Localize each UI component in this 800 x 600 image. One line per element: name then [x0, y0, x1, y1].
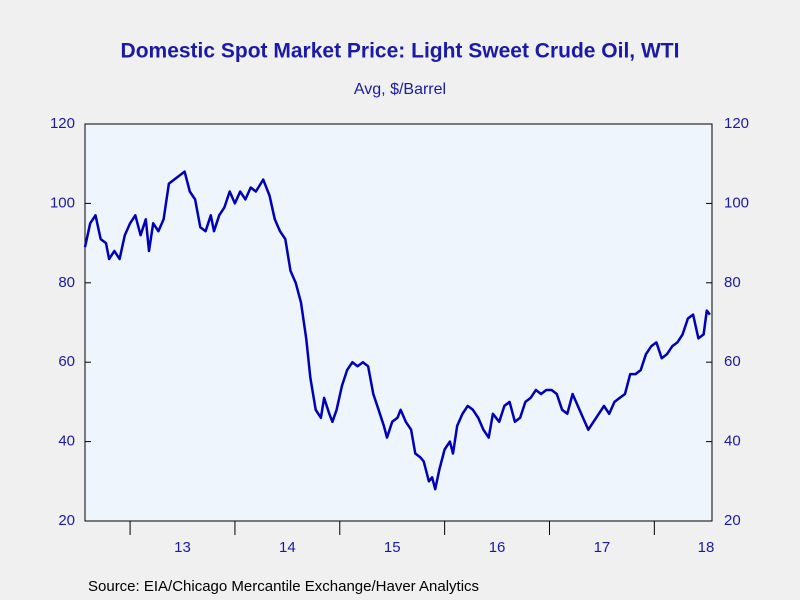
chart-title: Domestic Spot Market Price: Light Sweet … [121, 40, 680, 63]
y-tick-label: 40 [58, 433, 75, 450]
x-tick-label: 18 [698, 539, 715, 556]
x-tick-label: 13 [174, 539, 191, 556]
x-tick-label: 16 [489, 539, 506, 556]
y-tick-label: 120 [50, 115, 75, 132]
x-tick-label: 15 [384, 539, 401, 556]
chart-subtitle: Avg, $/Barrel [354, 81, 446, 98]
y2-tick-label: 20 [724, 512, 741, 529]
y2-tick-label: 40 [724, 433, 741, 450]
source-note: Source: EIA/Chicago Mercantile Exchange/… [88, 578, 479, 595]
x-tick-label: 14 [279, 539, 296, 556]
x-tick-label: 17 [594, 539, 611, 556]
y-tick-label: 80 [58, 274, 75, 291]
y-tick-label: 20 [58, 512, 75, 529]
y2-tick-label: 100 [724, 194, 749, 211]
y2-tick-label: 80 [724, 274, 741, 291]
y2-tick-label: 120 [724, 115, 749, 132]
line-series [83, 170, 711, 491]
plot-area [84, 123, 713, 522]
y-tick-label: 60 [58, 353, 75, 370]
y2-tick-label: 60 [724, 353, 741, 370]
y-tick-label: 100 [50, 194, 75, 211]
